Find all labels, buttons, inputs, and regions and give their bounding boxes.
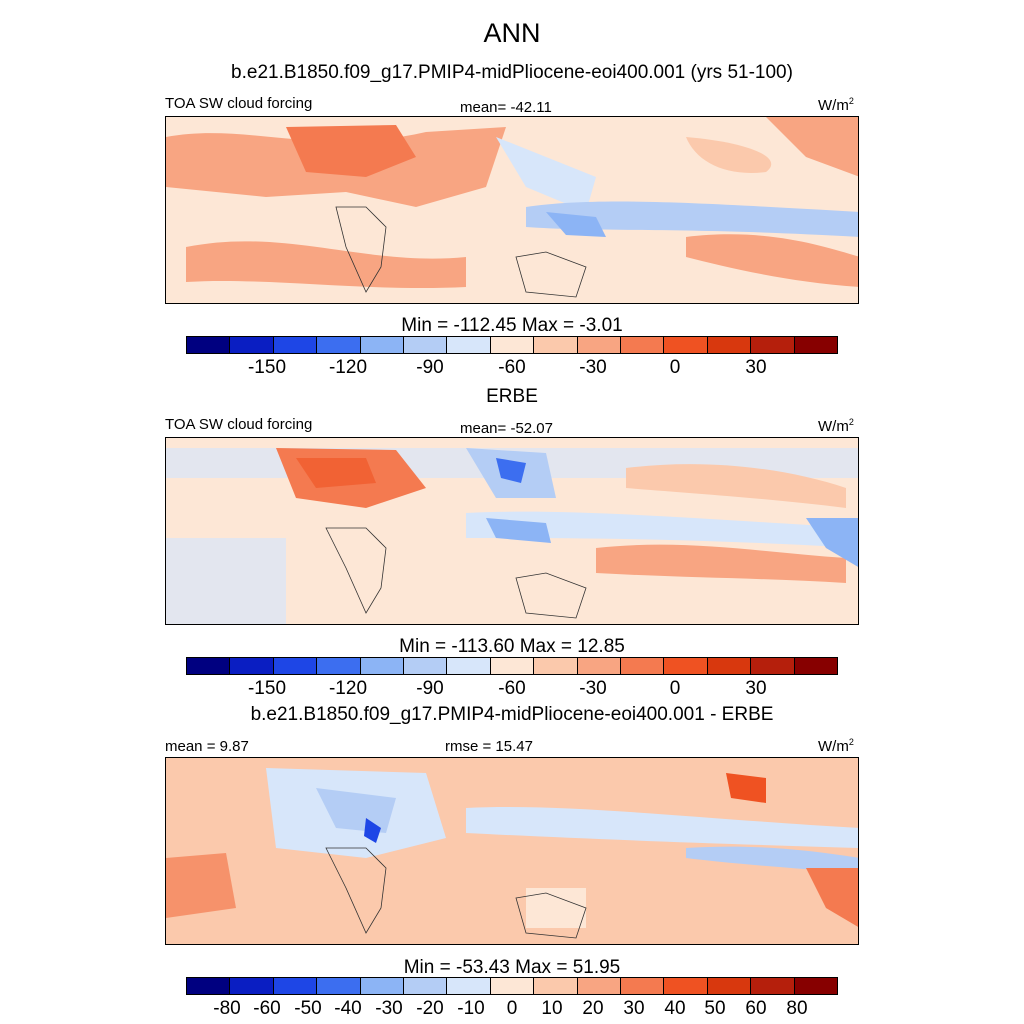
panel-2-left-label: TOA SW cloud forcing bbox=[165, 416, 313, 433]
colorbar-cell bbox=[534, 978, 578, 994]
colorbar-2-tick: -120 bbox=[328, 678, 368, 699]
colorbar-2-tick: 0 bbox=[669, 678, 681, 699]
colorbar-cell bbox=[794, 658, 838, 674]
colorbar-1-tick: -120 bbox=[328, 357, 368, 378]
colorbar-cell bbox=[707, 337, 752, 353]
colorbar-3-tick: -20 bbox=[416, 998, 444, 1019]
colorbar-3-tick: -60 bbox=[253, 998, 281, 1019]
colorbar-cell bbox=[751, 658, 795, 674]
panel-1-left-label: TOA SW cloud forcing bbox=[165, 95, 313, 112]
colorbar-3-tick: -30 bbox=[375, 998, 403, 1019]
colorbar-cell bbox=[664, 337, 708, 353]
colorbar-cell bbox=[794, 337, 838, 353]
colorbar-cell bbox=[534, 658, 578, 674]
panel-1-units: W/m2 bbox=[818, 96, 854, 115]
panel-2-mean-label: mean= -52.07 bbox=[460, 420, 553, 437]
colorbar-cell bbox=[360, 337, 405, 353]
main-title: ANN bbox=[483, 18, 541, 48]
colorbar-3-tick: 30 bbox=[623, 998, 645, 1019]
colorbar-cell bbox=[360, 658, 405, 674]
colorbar-cell bbox=[577, 337, 622, 353]
panel-1-minmax: Min = -112.45 Max = -3.01 bbox=[401, 315, 623, 336]
panel-3-title: b.e21.B1850.f09_g17.PMIP4-midPliocene-eo… bbox=[250, 704, 774, 725]
colorbar-cell bbox=[707, 978, 752, 994]
colorbar-2-tick: -30 bbox=[579, 678, 607, 699]
colorbar-2-tick: -60 bbox=[498, 678, 526, 699]
panel-1-title: b.e21.B1850.f09_g17.PMIP4-midPliocene-eo… bbox=[231, 62, 793, 83]
colorbar-cell bbox=[490, 337, 535, 353]
colorbar-cell bbox=[534, 337, 578, 353]
colorbar-cell bbox=[490, 658, 535, 674]
colorbar-cell bbox=[404, 978, 448, 994]
colorbar-cell bbox=[621, 337, 665, 353]
colorbar-2 bbox=[186, 657, 838, 675]
colorbar-1-tick: -150 bbox=[247, 357, 287, 378]
colorbar-cell bbox=[230, 978, 274, 994]
colorbar-1-tick: -30 bbox=[579, 357, 607, 378]
colorbar-cell bbox=[230, 658, 274, 674]
colorbar-3-tick: 10 bbox=[541, 998, 563, 1019]
colorbar-1-tick: 0 bbox=[669, 357, 681, 378]
colorbar-3-tick: 20 bbox=[582, 998, 604, 1019]
colorbar-cell bbox=[230, 337, 274, 353]
colorbar-cell bbox=[273, 658, 318, 674]
model-map bbox=[165, 116, 859, 304]
colorbar-3-tick: 60 bbox=[745, 998, 767, 1019]
colorbar-cell bbox=[187, 658, 231, 674]
colorbar-3-tick: -10 bbox=[457, 998, 485, 1019]
colorbar-3-tick: 40 bbox=[664, 998, 686, 1019]
colorbar-1-tick: 30 bbox=[745, 357, 767, 378]
panel-2-units: W/m2 bbox=[818, 417, 854, 436]
colorbar-2-tick: -90 bbox=[416, 678, 444, 699]
panel-2-title: ERBE bbox=[486, 386, 538, 407]
colorbar-3-tick: 80 bbox=[786, 998, 808, 1019]
colorbar-cell bbox=[751, 337, 795, 353]
colorbar-cell bbox=[490, 978, 535, 994]
colorbar-3 bbox=[186, 977, 838, 995]
colorbar-cell bbox=[577, 658, 622, 674]
panel-3-minmax: Min = -53.43 Max = 51.95 bbox=[403, 957, 621, 978]
colorbar-cell bbox=[664, 658, 708, 674]
colorbar-cell bbox=[404, 337, 448, 353]
colorbar-1 bbox=[186, 336, 838, 354]
colorbar-cell bbox=[794, 978, 838, 994]
colorbar-cell bbox=[577, 978, 622, 994]
colorbar-cell bbox=[360, 978, 405, 994]
panel-1-mean-label: mean= -42.11 bbox=[460, 99, 552, 116]
colorbar-cell bbox=[404, 658, 448, 674]
colorbar-2-tick: -150 bbox=[247, 678, 287, 699]
colorbar-cell bbox=[273, 337, 318, 353]
colorbar-3-tick: -80 bbox=[213, 998, 241, 1019]
colorbar-cell bbox=[187, 978, 231, 994]
colorbar-2-tick: 30 bbox=[745, 678, 767, 699]
colorbar-cell bbox=[447, 337, 491, 353]
colorbar-cell bbox=[707, 658, 752, 674]
colorbar-3-tick: -40 bbox=[334, 998, 362, 1019]
difference-map bbox=[165, 757, 859, 945]
colorbar-3-tick: 50 bbox=[704, 998, 726, 1019]
colorbar-1-tick: -60 bbox=[498, 357, 526, 378]
colorbar-cell bbox=[447, 658, 491, 674]
colorbar-cell bbox=[751, 978, 795, 994]
colorbar-cell bbox=[317, 658, 361, 674]
colorbar-cell bbox=[664, 978, 708, 994]
colorbar-1-tick: -90 bbox=[416, 357, 444, 378]
colorbar-3-tick: 0 bbox=[506, 998, 518, 1019]
colorbar-cell bbox=[621, 978, 665, 994]
panel-2-minmax: Min = -113.60 Max = 12.85 bbox=[399, 636, 625, 657]
colorbar-3-tick: -50 bbox=[294, 998, 322, 1019]
colorbar-cell bbox=[317, 978, 361, 994]
panel-3-mean-label: mean = 9.87 bbox=[165, 738, 249, 755]
colorbar-cell bbox=[447, 978, 491, 994]
panel-3-units: W/m2 bbox=[818, 737, 854, 756]
colorbar-cell bbox=[621, 658, 665, 674]
colorbar-cell bbox=[187, 337, 231, 353]
colorbar-cell bbox=[317, 337, 361, 353]
colorbar-cell bbox=[273, 978, 318, 994]
panel-3-rmse-label: rmse = 15.47 bbox=[445, 738, 533, 755]
obs-map bbox=[165, 437, 859, 625]
